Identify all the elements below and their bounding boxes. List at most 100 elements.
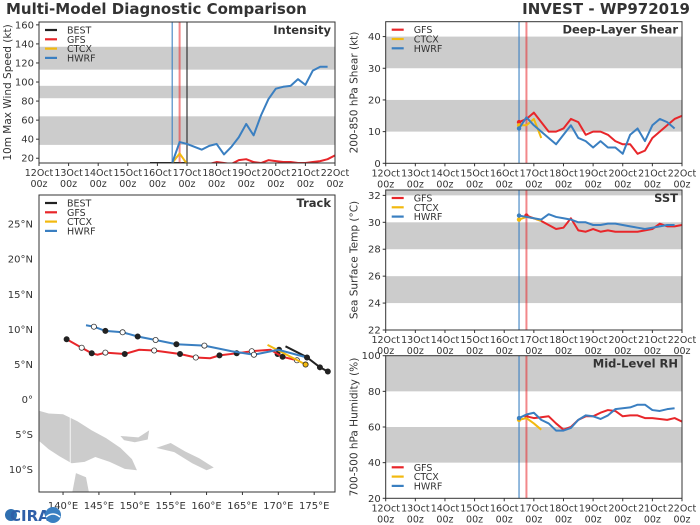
track-point-hwrf — [134, 333, 141, 340]
x-tick-label: 19Oct — [579, 168, 608, 179]
x-tick-label: 170°E — [263, 501, 293, 512]
x-tick-label-hour: 00z — [644, 346, 661, 357]
track-point-gfs — [279, 353, 286, 360]
series-line-hwrf — [518, 403, 675, 432]
series-line-hwrf — [171, 65, 328, 163]
x-tick-label: 16Oct — [490, 168, 519, 179]
panel-title: Mid-Level RH — [593, 357, 678, 371]
y-tick-label: 24 — [368, 299, 381, 310]
x-tick-label: 13Oct — [401, 168, 430, 179]
x-tick-label: 13Oct — [54, 168, 83, 179]
x-tick-label-hour: 00z — [60, 179, 77, 190]
track-point-gfs — [151, 347, 158, 354]
y-axis-label: Sea Surface Temp (°C) — [349, 201, 361, 319]
panel-title: SST — [654, 191, 678, 205]
shading-band — [385, 276, 682, 304]
panel-title: Intensity — [273, 23, 331, 37]
y-tick-label: 22 — [368, 326, 381, 337]
legend-label-gfs: GFS — [414, 194, 433, 205]
x-tick-label: 14Oct — [431, 335, 460, 346]
x-tick-label-hour: 00z — [555, 346, 572, 357]
y-tick-label: 20 — [368, 494, 381, 505]
x-tick-label-hour: 00z — [267, 179, 284, 190]
track-point-gfs — [78, 344, 85, 351]
x-tick-label-hour: 00z — [178, 179, 195, 190]
track-point-gfs — [192, 354, 199, 361]
x-tick-label: 20Oct — [262, 168, 291, 179]
x-tick-label: 15Oct — [460, 335, 489, 346]
y-tick-label: 15°N — [8, 290, 33, 301]
y-tick-label: 100 — [362, 351, 381, 362]
y-tick-label: 25°N — [8, 220, 33, 231]
y-tick-label: 40 — [21, 135, 34, 146]
x-tick-label-hour: 00z — [614, 179, 631, 190]
x-tick-label: 18Oct — [202, 168, 231, 179]
legend-label-hwrf: HWRF — [67, 226, 96, 237]
track-point-hwrf — [119, 329, 126, 336]
track-line-best — [285, 345, 329, 373]
track-point-gfs — [216, 352, 223, 359]
x-tick-label-hour: 00z — [407, 514, 424, 525]
y-tick-label: 30 — [368, 64, 381, 75]
x-tick-label-hour: 00z — [208, 179, 225, 190]
x-tick-label: 14Oct — [431, 503, 460, 514]
x-tick-label: 16Oct — [143, 168, 172, 179]
y-tick-label: 28 — [368, 245, 381, 256]
y-tick-label: 10°N — [8, 325, 33, 336]
legend-label-gfs: GFS — [67, 208, 86, 219]
track-point-hwrf — [201, 342, 208, 349]
x-tick-label: 12Oct — [371, 503, 400, 514]
x-tick-label: 21Oct — [291, 168, 320, 179]
track-point-gfs — [88, 350, 95, 357]
y-axis-label: 200-850 hPa Shear (kt) — [349, 32, 361, 154]
plot-frame — [385, 355, 683, 499]
panel-title: Deep-Layer Shear — [562, 23, 678, 37]
legend-label-gfs: GFS — [414, 463, 433, 474]
x-tick-label-hour: 00z — [614, 346, 631, 357]
intensity-panel: 12Oct00z13Oct00z14Oct00z15Oct00z16Oct00z… — [2, 20, 350, 190]
plot-frame — [385, 21, 683, 164]
legend-label-hwrf: HWRF — [67, 53, 96, 64]
x-tick-label-hour: 00z — [466, 514, 483, 525]
y-tick-label: 0 — [374, 159, 380, 170]
x-tick-label: 20Oct — [608, 335, 637, 346]
x-tick-label: 20Oct — [608, 168, 637, 179]
x-tick-label-hour: 00z — [466, 179, 483, 190]
x-tick-label: 22Oct — [321, 168, 350, 179]
x-tick-label: 160°E — [191, 501, 221, 512]
x-tick-label-hour: 00z — [644, 514, 661, 525]
x-tick-label-hour: 00z — [496, 514, 513, 525]
x-tick-label-hour: 00z — [585, 346, 602, 357]
land-mass — [156, 442, 214, 471]
y-tick-label: 160 — [15, 20, 34, 31]
y-tick-label: 20 — [21, 154, 34, 165]
legend-label-ctcx: CTCX — [414, 472, 440, 483]
series-start-point — [516, 213, 522, 218]
legend-label-ctcx: CTCX — [414, 203, 440, 214]
y-tick-label: 10 — [368, 127, 381, 138]
x-tick-label-hour: 00z — [30, 179, 47, 190]
x-tick-label-hour: 00z — [585, 179, 602, 190]
x-tick-label: 19Oct — [232, 168, 261, 179]
x-tick-label-hour: 00z — [585, 514, 602, 525]
y-tick-label: 30 — [368, 218, 381, 229]
x-tick-label: 15Oct — [460, 168, 489, 179]
legend-label-ctcx: CTCX — [67, 44, 93, 55]
x-tick-label: 21Oct — [638, 503, 667, 514]
y-tick-label: 40 — [368, 458, 381, 469]
track-point-gfs — [102, 349, 109, 356]
y-tick-label: 120 — [15, 58, 34, 69]
series-start-point — [516, 415, 522, 421]
x-tick-label: 19Oct — [579, 335, 608, 346]
y-tick-label: 5°N — [14, 360, 33, 371]
land-mass — [120, 430, 150, 443]
x-tick-label: 17Oct — [173, 168, 202, 179]
track-point-best — [324, 368, 331, 375]
shading-band — [385, 355, 682, 392]
x-tick-label-hour: 00z — [436, 179, 453, 190]
y-tick-label: 20 — [368, 95, 381, 106]
x-tick-label-hour: 00z — [436, 514, 453, 525]
x-tick-label-hour: 00z — [496, 346, 513, 357]
legend-label-best: BEST — [67, 199, 92, 210]
